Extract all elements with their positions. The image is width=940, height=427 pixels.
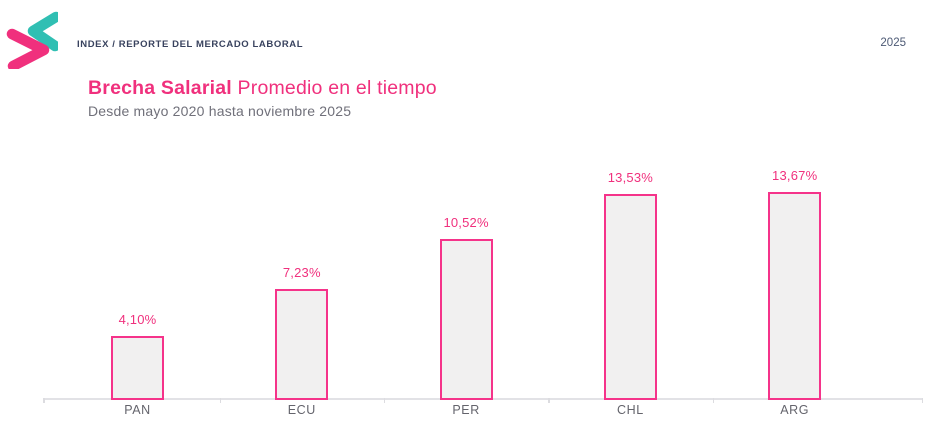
- page-title-highlight: Brecha Salarial: [88, 77, 232, 99]
- brand-logo[interactable]: [6, 11, 58, 69]
- bar-per: [439, 239, 493, 400]
- x-axis-label: PER: [452, 403, 480, 417]
- axis-tick: [921, 397, 923, 403]
- bar-value-label: 10,52%: [443, 215, 489, 231]
- axis-tick: [219, 397, 222, 403]
- bar-arg: [768, 191, 822, 400]
- title-block: Brecha Salarial Promedio en el tiempo De…: [88, 76, 437, 119]
- page-subtitle: Desde mayo 2020 hasta noviembre 2025: [88, 103, 352, 120]
- bar-ecu: [275, 288, 329, 400]
- logo-pink-chevron-icon: [6, 28, 50, 69]
- bar-value-label: 13,67%: [772, 167, 818, 183]
- bar-value-label: 7,23%: [282, 264, 321, 280]
- bar-value-label: 13,53%: [607, 169, 654, 185]
- x-axis-label: CHL: [616, 403, 644, 417]
- x-axis-label: ECU: [287, 403, 316, 417]
- year-label: 2025: [880, 37, 906, 49]
- bar-value-label: 4,10%: [118, 312, 157, 328]
- page-title-rest: Promedio en el tiempo: [231, 77, 437, 99]
- axis-tick: [548, 397, 550, 403]
- breadcrumb[interactable]: INDEX / REPORTE DEL MERCADO LABORAL: [77, 39, 304, 50]
- x-axis-label: ARG: [780, 403, 810, 417]
- axis-tick: [712, 397, 715, 403]
- axis-tick: [43, 397, 45, 403]
- page-title: Brecha Salarial Promedio en el tiempo: [88, 76, 437, 100]
- x-axis-label: PAN: [124, 403, 151, 417]
- logo-teal-chevron-icon: [27, 11, 58, 52]
- bar-chl: [603, 193, 657, 400]
- bar-pan: [111, 336, 164, 400]
- axis-tick: [383, 397, 386, 403]
